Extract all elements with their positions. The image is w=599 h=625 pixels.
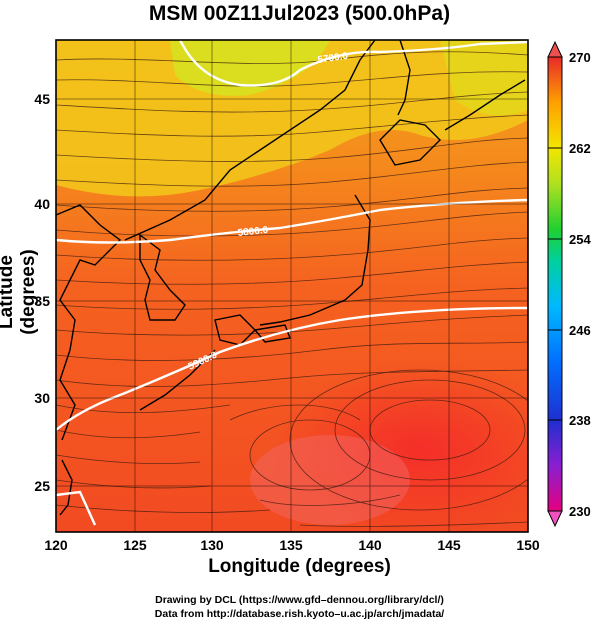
contour-5700 <box>178 40 528 87</box>
colorbar-tick-262: 262 <box>569 141 591 156</box>
x-tick-150: 150 <box>516 537 540 553</box>
colorbar-top-arrow <box>547 40 563 58</box>
x-tick-130: 130 <box>200 537 224 553</box>
contour-5800 <box>56 198 528 244</box>
y-tick-35: 35 <box>34 293 50 309</box>
colorbar-tick-246: 246 <box>569 323 591 338</box>
coast-hokkaido <box>379 119 441 166</box>
x-tick-125: 125 <box>123 537 147 553</box>
y-tick-25: 25 <box>34 478 50 494</box>
credit-drawing: Drawing by DCL (https://www.gfd–dennou.o… <box>155 594 444 606</box>
coast-kurils <box>444 79 526 131</box>
colorbar-tick-230: 230 <box>569 504 591 519</box>
x-tick-140: 140 <box>358 537 382 553</box>
figure-title: MSM 00Z11Jul2023 (500.0hPa) <box>148 2 451 25</box>
credit-data-source: Data from http://database.rish.kyoto–u.a… <box>154 608 445 620</box>
contour-label-5800: 5800.0 <box>237 225 269 239</box>
coast-asia-mainland <box>56 204 122 441</box>
x-axis-label: Longitude (degrees) <box>208 556 391 577</box>
y-axis-label: Latitude (degrees) <box>0 249 39 335</box>
warm-core-inner <box>250 435 410 525</box>
colorbar: 270 262 254 246 238 230 <box>547 40 591 528</box>
coast-ryukyu <box>139 349 216 411</box>
plot-frame <box>55 39 529 533</box>
grid-lines <box>56 40 528 532</box>
contour-5900-south <box>56 490 97 526</box>
x-tick-145: 145 <box>437 537 461 553</box>
colorbar-fill <box>547 56 563 512</box>
x-tick-135: 135 <box>279 537 303 553</box>
y-tick-40: 40 <box>34 196 50 212</box>
coast-japan-kyushu <box>214 314 256 346</box>
colorbar-tick-254: 254 <box>569 232 591 247</box>
cool-region-core <box>170 40 330 96</box>
x-tick-120: 120 <box>44 537 68 553</box>
coast-sakhalin <box>397 40 411 116</box>
warm-core <box>270 360 528 532</box>
coast-korea <box>139 233 186 321</box>
contour-label-5700: 5700.0 <box>317 51 349 66</box>
y-tick-labels: 45 40 35 30 25 <box>34 91 50 494</box>
x-tick-labels: 120 125 130 135 140 145 150 <box>44 537 540 553</box>
coast-northeast-asia <box>124 40 376 241</box>
streamlines <box>56 51 528 527</box>
y-tick-45: 45 <box>34 91 50 107</box>
cool-region-north <box>56 40 528 197</box>
colorbar-tick-270: 270 <box>569 50 591 65</box>
colorbar-bottom-arrow <box>547 510 563 528</box>
colorbar-tick-238: 238 <box>569 413 591 428</box>
y-tick-30: 30 <box>34 390 50 406</box>
